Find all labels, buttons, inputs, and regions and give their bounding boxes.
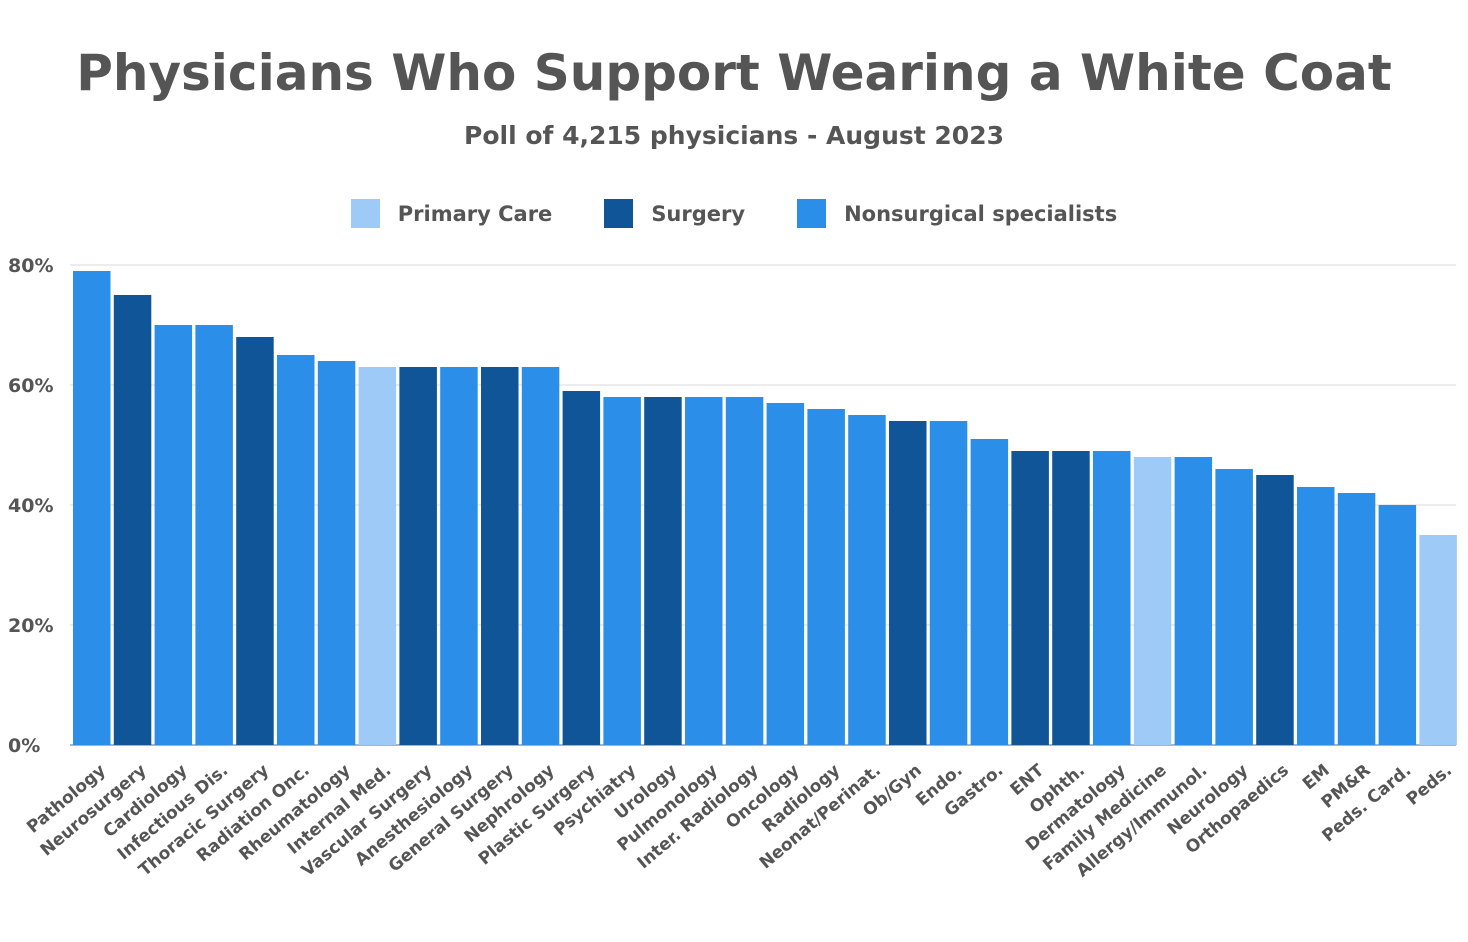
- bar-oncology: [766, 403, 805, 745]
- bar-peds-card: [1378, 505, 1417, 745]
- bar-allergy-immunol: [1174, 457, 1213, 745]
- bar-plastic-surgery: [562, 391, 601, 745]
- bar-ent: [1011, 451, 1049, 745]
- bar-dermatology: [1093, 451, 1131, 745]
- legend-item-nonsurgical: Nonsurgical specialists: [797, 199, 1117, 228]
- bar-neurosurgery: [113, 295, 152, 745]
- legend-label-primary-care: Primary Care: [397, 201, 553, 226]
- bar-infectious-dis: [195, 325, 233, 745]
- bar-family-medicine: [1133, 457, 1172, 745]
- bar-anesthesiology: [440, 367, 478, 745]
- y-tick-label: 20%: [8, 615, 53, 637]
- legend: Primary Care Surgery Nonsurgical special…: [0, 199, 1468, 228]
- bar-neurology: [1215, 469, 1253, 745]
- legend-label-surgery: Surgery: [651, 201, 746, 226]
- y-axis-ticks: 0% 20% 40% 60% 80%: [8, 255, 53, 757]
- bar-inter-radiology: [725, 397, 764, 745]
- bar-thoracic-surgery: [236, 337, 274, 745]
- bar-peds: [1419, 535, 1457, 745]
- bar-pulmonology: [685, 397, 723, 745]
- bar-radiation-onc: [277, 355, 315, 745]
- y-tick-label: 0%: [8, 735, 40, 757]
- y-tick-label: 60%: [8, 375, 53, 397]
- x-tick-label: Peds.: [1403, 761, 1456, 810]
- bar-psychiatry: [603, 397, 641, 745]
- legend-item-surgery: Surgery: [604, 199, 745, 228]
- bar-rheumatology: [317, 361, 356, 745]
- legend-item-primary-care: Primary Care: [350, 199, 553, 228]
- bar-pathology: [73, 271, 111, 745]
- bar-nephrology: [521, 367, 560, 745]
- bar-neonat-perinat: [848, 415, 886, 745]
- legend-swatch-nonsurgical: [797, 199, 827, 228]
- bars: [73, 271, 1457, 745]
- y-tick-label: 40%: [8, 495, 53, 517]
- bar-pm-r: [1337, 493, 1376, 745]
- bar-internal-med: [358, 367, 397, 745]
- bar-endo: [929, 421, 968, 745]
- bar-em: [1297, 487, 1335, 745]
- bar-urology: [644, 397, 682, 745]
- bar-ob-gyn: [889, 421, 927, 745]
- legend-swatch-primary-care: [350, 199, 380, 228]
- x-axis-labels: PathologyNeurosurgeryCardiologyInfectiou…: [23, 760, 1456, 881]
- bar-cardiology: [154, 325, 193, 745]
- y-tick-label: 80%: [8, 255, 53, 277]
- bar-general-surgery: [481, 367, 519, 745]
- chart-subtitle: Poll of 4,215 physicians - August 2023: [464, 121, 1004, 150]
- legend-swatch-surgery: [604, 199, 634, 228]
- chart-title: Physicians Who Support Wearing a White C…: [76, 44, 1392, 102]
- bar-gastro: [970, 439, 1009, 745]
- bar-radiology: [807, 409, 845, 745]
- bar-ophth: [1052, 451, 1090, 745]
- legend-label-nonsurgical: Nonsurgical specialists: [844, 201, 1118, 226]
- bar-orthopaedics: [1256, 475, 1294, 745]
- bar-vascular-surgery: [399, 367, 437, 745]
